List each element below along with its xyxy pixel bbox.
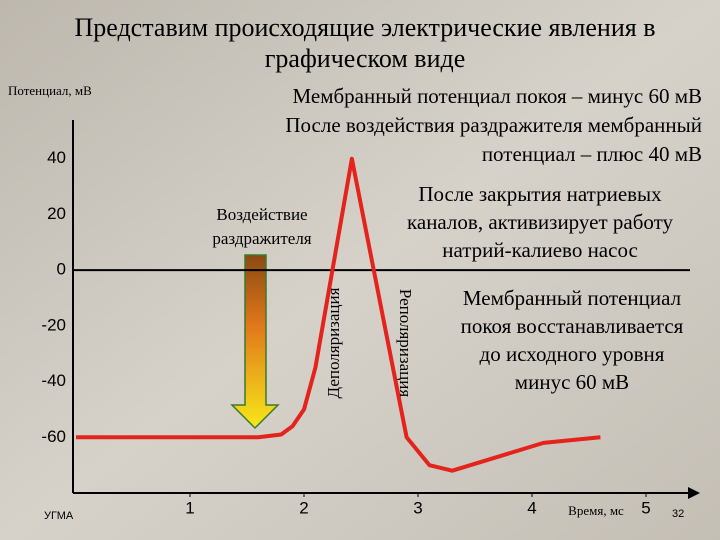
annotation: После воздействия раздражителя мембранны… <box>285 113 702 137</box>
annotation: После закрытия натриевых <box>418 182 662 206</box>
x-axis-label: Время, мс <box>568 503 624 518</box>
annotation: раздражителя <box>212 229 311 248</box>
annotation: Воздействие <box>216 205 307 224</box>
x-axis-arrow <box>688 487 700 499</box>
slide-number: 32 <box>672 508 684 520</box>
potential-line <box>76 156 601 473</box>
stimulus-arrow <box>230 254 280 430</box>
annotation: потенциал – плюс 40 мВ <box>482 142 702 166</box>
y-tick-label: -40 <box>41 371 66 390</box>
annotation: до исходного уровня <box>480 342 665 366</box>
x-tick-label: 4 <box>527 498 536 517</box>
y-tick-label: -60 <box>41 427 66 446</box>
annotation: Деполяризация <box>324 287 343 398</box>
annotation: натрий-калиево насос <box>442 238 638 262</box>
y-tick-label: 40 <box>47 148 66 167</box>
annotation: Реполяризация <box>396 289 415 398</box>
x-tick-label: 3 <box>413 498 422 517</box>
x-tick-label: 2 <box>299 498 308 517</box>
annotation: Мембранный потенциал <box>463 286 681 310</box>
y-tick-label: 20 <box>47 204 66 223</box>
annotation: покоя восстанавливается <box>461 314 684 338</box>
annotation: каналов, активизирует работу <box>407 210 674 234</box>
x-tick-label: 5 <box>641 498 650 517</box>
y-axis-label: Потенциал, мВ <box>8 83 92 98</box>
annotation: минус 60 мВ <box>515 370 629 394</box>
slide-title: графическом виде <box>265 44 466 73</box>
footer-org: УГМА <box>44 510 74 522</box>
annotation: Мембранный потенциал покоя – минус 60 мВ <box>292 84 702 108</box>
x-tick-label: 1 <box>185 498 194 517</box>
slide-title: Представим происходящие электрические яв… <box>74 13 655 42</box>
y-tick-label: 0 <box>57 260 66 279</box>
y-tick-label: -20 <box>41 315 66 334</box>
